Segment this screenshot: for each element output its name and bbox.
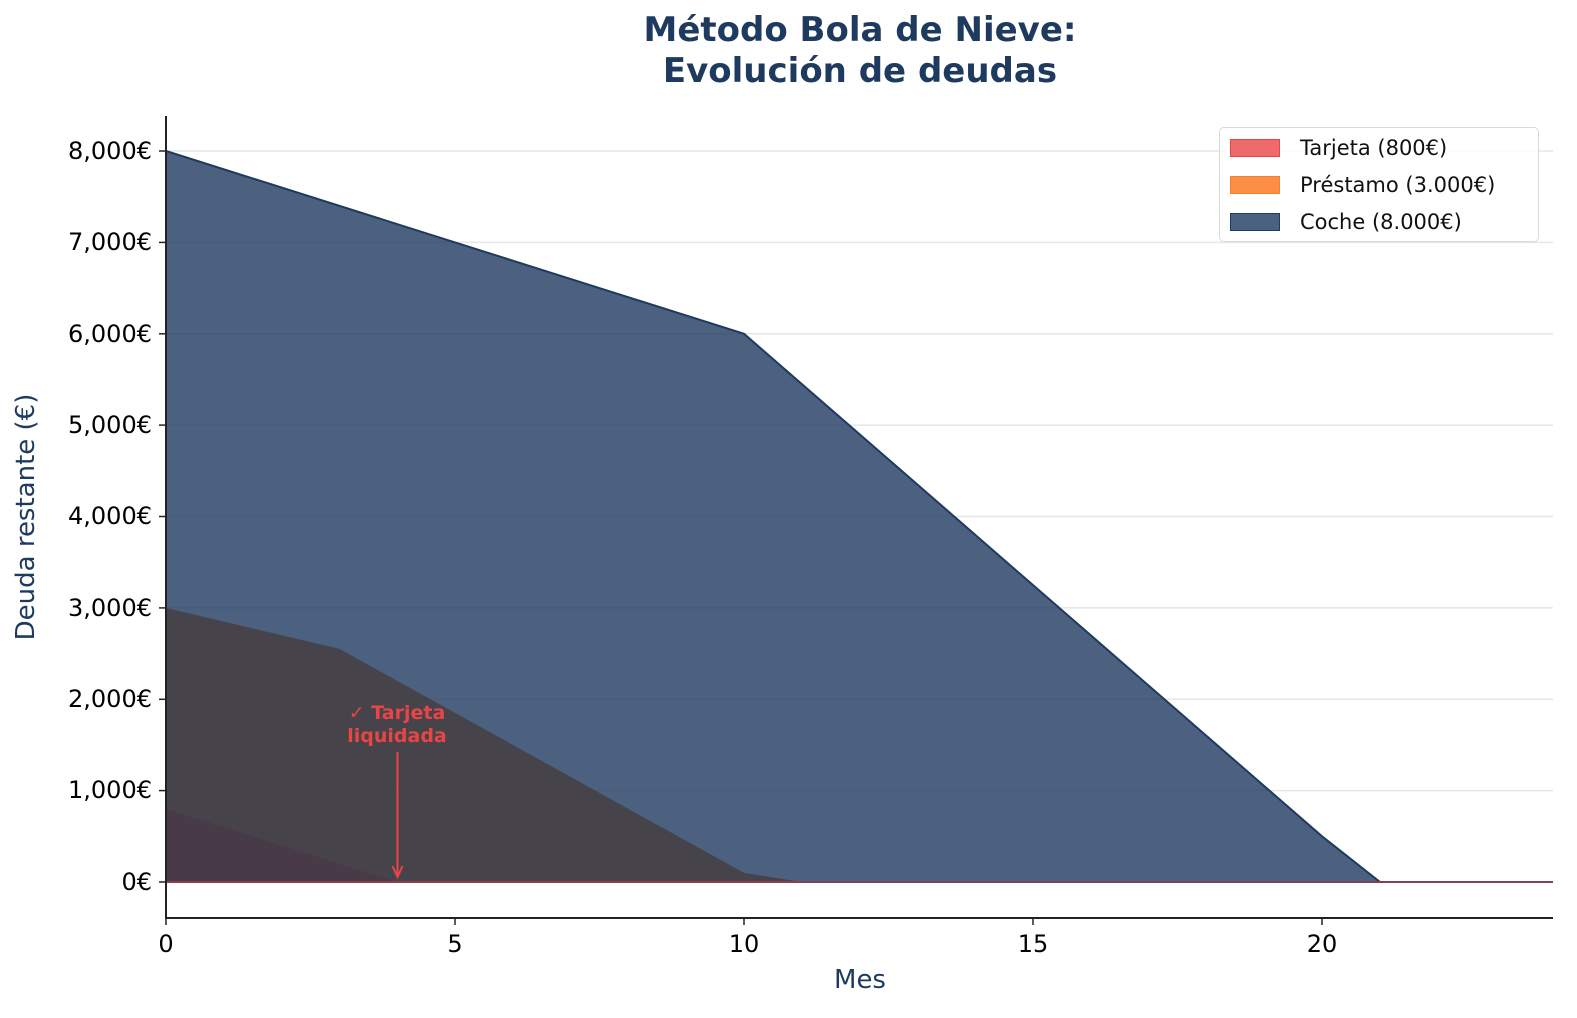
annotation-tarjeta-liquidada: ✓ Tarjeta liquidada [347,702,447,748]
legend-swatch-coche [1230,213,1280,231]
legend-item-tarjeta: Tarjeta (800€) [1230,136,1447,160]
legend-item-coche: Coche (8.000€) [1230,210,1462,234]
chart-title: Método Bola de Nieve: Evolución de deuda… [0,10,1577,92]
y-tick-label: 7,000€ [68,228,152,256]
y-axis-label: Deuda restante (€) [11,393,41,641]
x-tick-label: 5 [447,930,463,958]
title-line-2: Evolución de deudas [662,51,1058,91]
x-ticks [165,918,1323,925]
area-tarjeta [166,808,1553,882]
legend-swatch-prestamo [1230,176,1280,194]
legend-item-prestamo: Préstamo (3.000€) [1230,173,1495,197]
legend-label: Préstamo (3.000€) [1300,173,1496,197]
legend-label: Tarjeta (800€) [1300,136,1448,160]
y-tick-label: 8,000€ [68,137,152,165]
annotation-line-1: ✓ Tarjeta [348,702,446,724]
x-tick-label: 0 [158,930,174,958]
y-tick-label: 0€ [121,868,152,896]
title-line-1: Método Bola de Nieve: [643,10,1077,50]
area-prestamo [166,607,1553,882]
legend-swatch-tarjeta [1230,139,1280,157]
annotation-line-2: liquidada [347,725,447,747]
x-tick-label: 20 [1306,930,1338,958]
annotation-arrow [391,752,404,880]
y-tick-label: 2,000€ [68,685,152,713]
y-tick-label: 6,000€ [68,320,152,348]
legend: Tarjeta (800€) Préstamo (3.000€) Coche (… [1219,127,1539,242]
x-axis-label: Mes [834,965,886,995]
y-ticks [159,150,166,883]
x-tick-label: 15 [1017,930,1049,958]
y-tick-label: 4,000€ [68,502,152,530]
x-tick-label: 10 [728,930,760,958]
legend-label: Coche (8.000€) [1300,210,1462,234]
y-tick-label: 1,000€ [68,776,152,804]
y-tick-label: 3,000€ [68,594,152,622]
y-tick-label: 5,000€ [68,411,152,439]
